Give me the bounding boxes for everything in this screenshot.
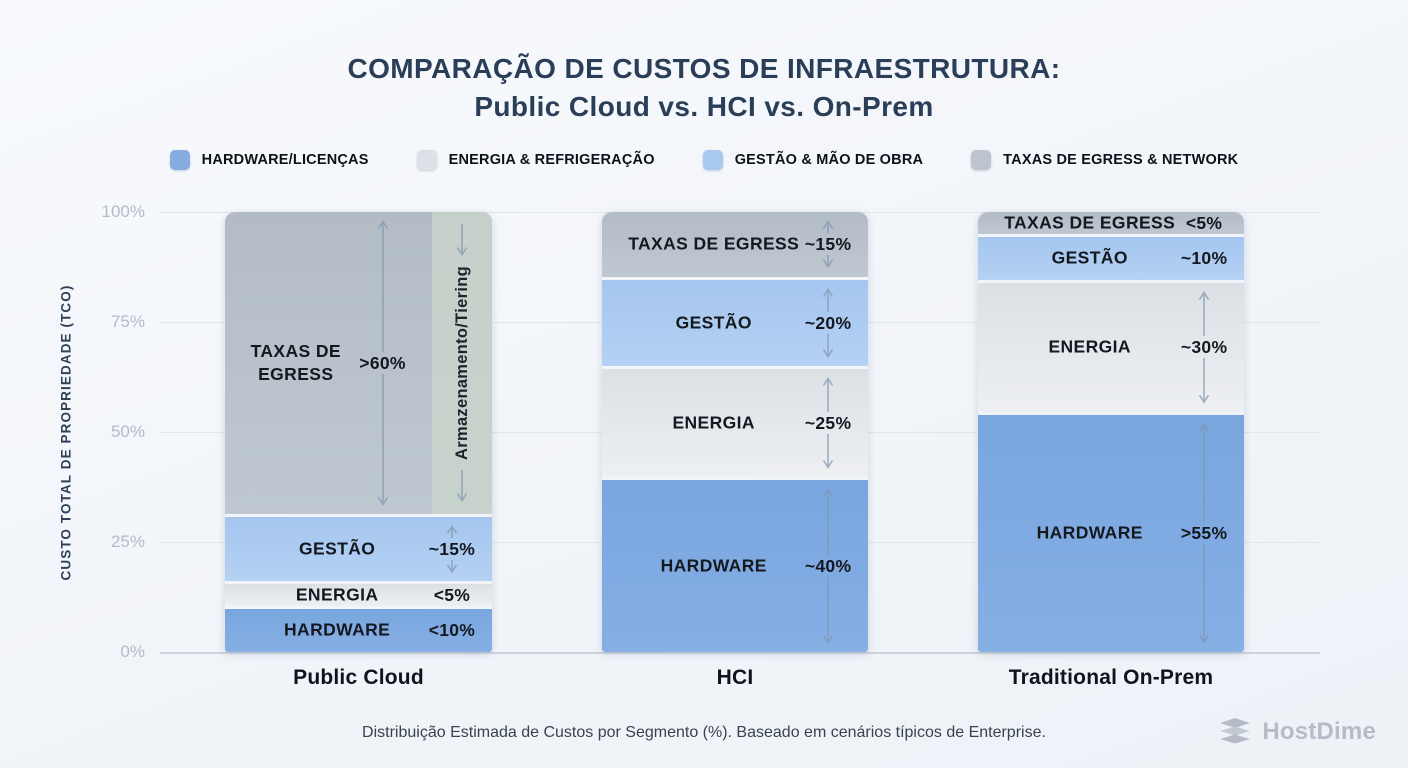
segment-energia-3: ENERGIA ~30% xyxy=(978,282,1244,412)
segment-label: TAXAS DE EGRESS xyxy=(628,233,800,254)
footer-note: Distribuição Estimada de Custos por Segm… xyxy=(362,724,1046,741)
segment-energia-1: ENERGIA <5% xyxy=(225,584,492,606)
legend-swatch-gestao xyxy=(702,150,723,170)
segment-gestao-1: GESTÃO ~15% xyxy=(225,516,492,582)
legend-swatch-energia xyxy=(416,150,437,170)
segment-label: ENERGIA xyxy=(295,584,379,605)
y-tick-label: 25% xyxy=(110,532,145,551)
segment-label: GESTÃO xyxy=(675,312,752,333)
segment-value: >60% xyxy=(353,215,412,511)
legend-swatch-taxas xyxy=(971,150,992,170)
segment-energia-2: ENERGIA ~25% xyxy=(602,368,868,477)
legend-swatch-hardware xyxy=(169,150,190,170)
segment-label: ENERGIA xyxy=(672,412,755,433)
legend-label: HARDWARE/LICENÇAS xyxy=(201,152,369,168)
segment-gestao-2: GESTÃO ~20% xyxy=(602,279,868,366)
brand-name: HostDime xyxy=(1262,718,1376,745)
chart-title-line2: Public Cloud vs. HCI vs. On-Prem xyxy=(474,91,934,122)
legend-label: GESTÃO & MÃO DE OBRA xyxy=(734,152,924,168)
segment-value: >55% xyxy=(1175,418,1234,649)
plot-area: 100% 75% 50% 25% 0% TAXAS DE EGRESS >60% Armaze… xyxy=(102,202,1320,661)
storage-tiering-label: Armazenamento/Tiering xyxy=(452,265,471,460)
x-axis-label-3: Traditional On-Prem xyxy=(1008,666,1214,689)
legend-label: ENERGIA & REFRIGERAÇÃO xyxy=(448,152,655,168)
segment-value: ~20% xyxy=(799,283,858,363)
segment-gestao-3: GESTÃO ~10% xyxy=(978,236,1244,280)
segment-hardware-3: HARDWARE >55% xyxy=(978,414,1244,652)
segment-label: TAXAS DE EGRESS xyxy=(1004,212,1176,233)
segment-label: GESTÃO xyxy=(1051,247,1128,268)
hostdime-stack-icon xyxy=(1220,718,1251,744)
segment-value: <5% xyxy=(1185,212,1223,233)
storage-tiering-overlay: Armazenamento/Tiering xyxy=(432,212,492,514)
chart-title-line1: COMPARAÇÃO DE CUSTOS DE INFRAESTRUTURA: xyxy=(347,53,1061,84)
segment-value: <10% xyxy=(428,620,476,641)
x-axis-label-1: Public Cloud xyxy=(293,666,424,689)
x-axis-label-2: HCI xyxy=(716,666,754,689)
y-tick-label: 0% xyxy=(120,642,145,661)
segment-value: ~15% xyxy=(799,215,858,274)
segment-label: GESTÃO xyxy=(298,538,376,559)
y-tick-label: 100% xyxy=(101,202,145,221)
legend: HARDWARE/LICENÇAS ENERGIA & REFRIGERAÇÃO G… xyxy=(0,150,1408,170)
legend-label: TAXAS DE EGRESS & NETWORK xyxy=(1003,152,1239,168)
y-tick-label: 50% xyxy=(110,422,145,441)
brand-logo: HostDime xyxy=(1217,716,1376,748)
segment-taxas-3: TAXAS DE EGRESS <5% xyxy=(978,212,1244,234)
legend-item-hardware: HARDWARE/LICENÇAS xyxy=(169,150,369,170)
segment-value: ~15% xyxy=(423,520,482,579)
legend-item-taxas: TAXAS DE EGRESS & NETWORK xyxy=(971,150,1238,170)
stacked-bar-hci: TAXAS DE EGRESS ~15% GESTÃO ~20% ENERGIA ~25%… xyxy=(602,212,868,652)
segment-label: HARDWARE xyxy=(284,619,391,640)
segment-hardware-1: HARDWARE <10% xyxy=(225,608,492,652)
segment-value: ~10% xyxy=(1180,248,1228,269)
gridline-0% xyxy=(160,652,1320,654)
segment-value: <5% xyxy=(433,585,471,606)
stacked-bar-traditional-on-prem: TAXAS DE EGRESS <5% GESTÃO ~10% ENERGIA ~30% H… xyxy=(978,212,1244,652)
segment-label: TAXAS DE EGRESS xyxy=(250,340,341,384)
segment-value: ~25% xyxy=(799,372,858,474)
segment-value: ~30% xyxy=(1175,286,1234,409)
stacked-bar-public-cloud: TAXAS DE EGRESS >60% Armazenamento/Tiering… xyxy=(225,212,492,652)
segment-hardware-2: HARDWARE ~40% xyxy=(602,479,868,652)
segment-value: ~40% xyxy=(799,483,858,649)
chart-title: COMPARAÇÃO DE CUSTOS DE INFRAESTRUTURA: … xyxy=(0,50,1408,126)
legend-item-gestao: GESTÃO & MÃO DE OBRA xyxy=(702,150,924,170)
segment-label: ENERGIA xyxy=(1048,336,1131,357)
segment-label: HARDWARE xyxy=(660,555,767,576)
y-tick-label: 75% xyxy=(110,312,145,331)
segment-taxas-2: TAXAS DE EGRESS ~15% xyxy=(602,212,868,277)
legend-item-energia: ENERGIA & REFRIGERAÇÃO xyxy=(416,150,655,170)
segment-taxas-1: TAXAS DE EGRESS >60% Armazenamento/Tiering xyxy=(225,212,492,514)
segment-label: HARDWARE xyxy=(1036,522,1143,543)
